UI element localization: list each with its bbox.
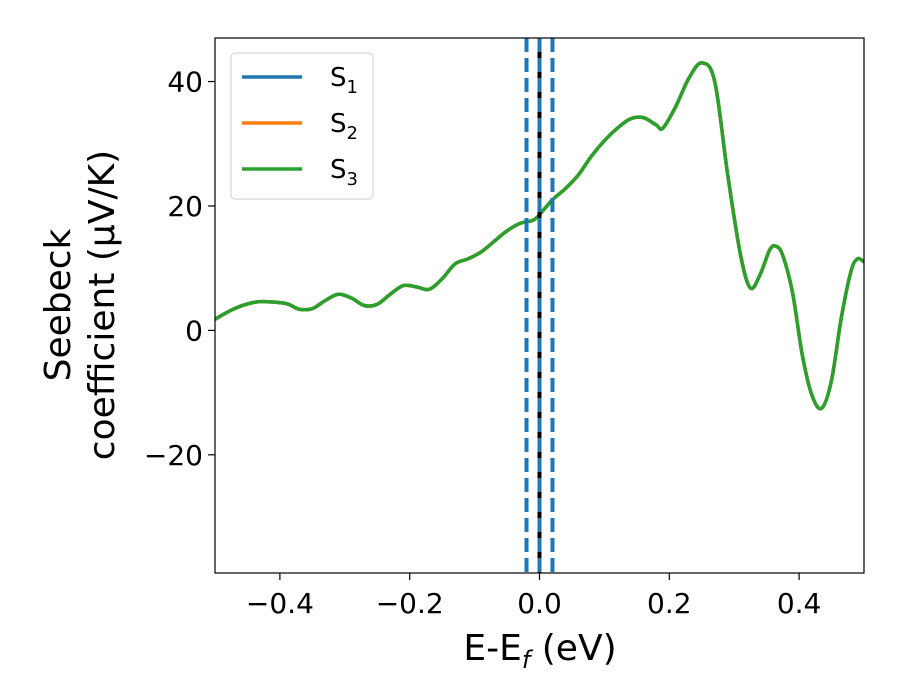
legend: S1 S2 S3 (230, 52, 374, 200)
y-axis-label-line1: Seebeck (38, 228, 79, 381)
legend-label-s3: S3 (330, 155, 358, 190)
legend-box (230, 52, 374, 200)
x-tick-label: −0.4 (246, 587, 314, 620)
y-tick-label: 20 (167, 190, 203, 223)
y-tick-label: 40 (167, 66, 203, 99)
x-tick-label: 0.4 (777, 587, 822, 620)
y-tick-label: 0 (185, 314, 203, 347)
x-axis-ticks: −0.4 −0.2 0.0 0.2 0.4 (246, 573, 821, 620)
y-tick-label: −20 (144, 439, 203, 472)
y-axis-ticks: 40 20 0 −20 (144, 66, 215, 472)
legend-label-s1: S1 (330, 63, 358, 98)
series-line-s3 (215, 61, 864, 411)
x-tick-label: 0.2 (647, 587, 692, 620)
x-tick-label: −0.2 (376, 587, 444, 620)
legend-label-s2: S2 (330, 109, 358, 144)
x-axis-label: E-Ef (eV) (463, 628, 616, 674)
y-axis-label-line2: coefficient (μV/K) (82, 150, 123, 460)
plot-marks (215, 38, 864, 573)
x-tick-label: 0.0 (517, 587, 562, 620)
y-axis-label: Seebeck coefficient (μV/K) (38, 150, 123, 460)
